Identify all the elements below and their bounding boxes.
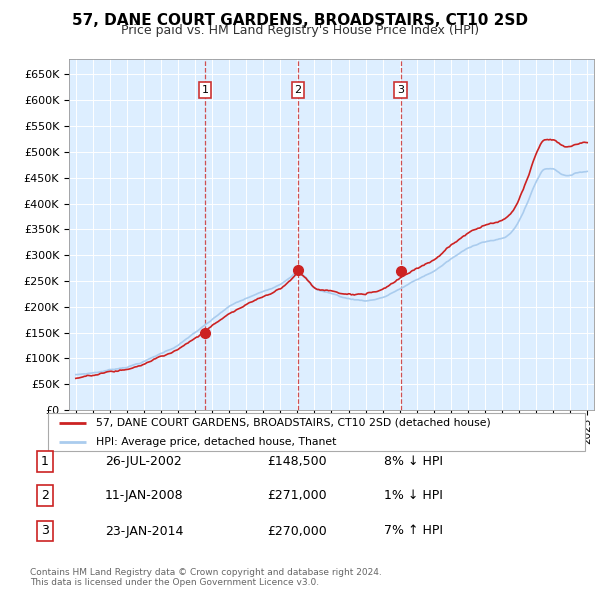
- FancyBboxPatch shape: [48, 413, 585, 451]
- Text: 7% ↑ HPI: 7% ↑ HPI: [384, 525, 443, 537]
- Text: Contains HM Land Registry data © Crown copyright and database right 2024.
This d: Contains HM Land Registry data © Crown c…: [30, 568, 382, 587]
- Text: Price paid vs. HM Land Registry's House Price Index (HPI): Price paid vs. HM Land Registry's House …: [121, 24, 479, 37]
- Text: 1% ↓ HPI: 1% ↓ HPI: [384, 489, 443, 502]
- Text: £271,000: £271,000: [267, 489, 326, 502]
- Text: 1: 1: [41, 455, 49, 468]
- Text: 57, DANE COURT GARDENS, BROADSTAIRS, CT10 2SD (detached house): 57, DANE COURT GARDENS, BROADSTAIRS, CT1…: [97, 418, 491, 428]
- Text: 8% ↓ HPI: 8% ↓ HPI: [384, 455, 443, 468]
- Text: 2: 2: [41, 489, 49, 502]
- Text: 2: 2: [295, 85, 302, 95]
- Text: 3: 3: [41, 525, 49, 537]
- Text: 11-JAN-2008: 11-JAN-2008: [105, 489, 184, 502]
- Text: 23-JAN-2014: 23-JAN-2014: [105, 525, 184, 537]
- Text: £270,000: £270,000: [267, 525, 327, 537]
- Text: 1: 1: [202, 85, 208, 95]
- Text: HPI: Average price, detached house, Thanet: HPI: Average price, detached house, Than…: [97, 437, 337, 447]
- Text: 57, DANE COURT GARDENS, BROADSTAIRS, CT10 2SD: 57, DANE COURT GARDENS, BROADSTAIRS, CT1…: [72, 13, 528, 28]
- Text: 26-JUL-2002: 26-JUL-2002: [105, 455, 182, 468]
- Text: 3: 3: [397, 85, 404, 95]
- Text: £148,500: £148,500: [267, 455, 326, 468]
